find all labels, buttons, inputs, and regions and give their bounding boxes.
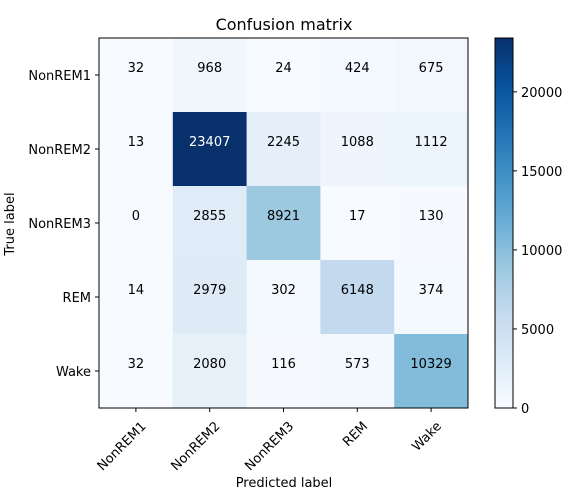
heatmap-cell	[394, 260, 469, 335]
heatmap-cell	[320, 112, 395, 187]
cell-value-label: 2245	[267, 135, 300, 150]
heatmap-cell	[172, 334, 248, 409]
cell-value-label: 424	[345, 61, 370, 76]
cell-value-label: 675	[419, 61, 444, 76]
y-tick-label: NonREM2	[28, 143, 91, 158]
heatmap-cell	[246, 112, 321, 187]
cell-value-label: 23407	[189, 135, 230, 150]
chart-title: Confusion matrix	[216, 15, 353, 34]
cell-value-label: 116	[271, 357, 296, 372]
colorbar-tick-label: 15000	[521, 165, 562, 180]
colorbar	[495, 38, 513, 408]
cell-value-label: 8921	[267, 209, 300, 224]
heatmap-cell	[394, 186, 469, 261]
cell-value-label: 374	[419, 283, 444, 298]
heatmap-cell	[320, 260, 395, 335]
cell-value-label: 17	[349, 209, 366, 224]
cell-value-label: 2080	[193, 357, 226, 372]
heatmap-cell	[394, 38, 469, 113]
heatmap-cell	[172, 186, 248, 261]
heatmap-cell	[394, 334, 469, 409]
heatmap-cell	[246, 334, 321, 409]
heatmap-cell	[99, 38, 174, 113]
y-tick-label: NonREM1	[28, 69, 91, 84]
cell-value-label: 1112	[415, 135, 448, 150]
cell-value-label: 302	[271, 283, 296, 298]
heatmap-cell	[394, 112, 469, 187]
heatmap-cell	[320, 334, 395, 409]
x-tick-label: NonREM1	[95, 419, 150, 474]
cell-value-label: 0	[132, 209, 140, 224]
x-tick-label: Wake	[409, 419, 444, 454]
cell-value-label: 10329	[410, 357, 451, 372]
cell-value-label: 573	[345, 357, 370, 372]
colorbar-frame	[494, 37, 514, 409]
cell-value-label: 24	[275, 61, 292, 76]
heatmap-cell	[99, 186, 174, 261]
cell-value-label: 2979	[193, 283, 226, 298]
cell-value-label: 2855	[193, 209, 226, 224]
colorbar-tick-label: 0	[521, 402, 529, 417]
cell-value-label: 32	[128, 357, 145, 372]
x-axis-label: Predicted label	[236, 476, 333, 491]
x-tick-label: NonREM3	[242, 419, 297, 474]
heatmap-cell	[99, 260, 174, 335]
colorbar-tick-label: 5000	[521, 323, 554, 338]
heatmap-cell	[172, 112, 248, 187]
cell-value-labels: 32 968 24 424 675 13 23407 2245 1088 1112 0 2855 892…	[128, 61, 452, 372]
colorbar-tick-label: 10000	[521, 244, 562, 259]
cell-value-label: 6148	[341, 283, 374, 298]
heatmap-cell	[320, 186, 395, 261]
cell-value-label: 130	[419, 209, 444, 224]
heatmap-cell	[99, 334, 174, 409]
y-tick-label: Wake	[56, 365, 91, 380]
x-tick-label: NonREM2	[169, 419, 224, 474]
colorbar-ticks: 0 5000 10000 15000 20000	[513, 86, 562, 417]
y-axis-label: True label	[3, 192, 18, 256]
heatmap-cell	[172, 38, 248, 113]
cell-value-label: 13	[128, 135, 145, 150]
heatmap-cell	[99, 112, 174, 187]
heatmap-cell	[246, 38, 321, 113]
cell-value-label: 14	[128, 283, 145, 298]
cell-value-label: 32	[128, 61, 145, 76]
heatmap-cell	[320, 38, 395, 113]
heatmap-cell	[172, 260, 248, 335]
cell-value-label: 1088	[341, 135, 374, 150]
heatmap-cell	[246, 260, 321, 335]
x-axis-ticks: NonREM1 NonREM2 NonREM3 REM Wake	[95, 408, 445, 474]
heatmap-cell	[246, 186, 321, 261]
heatmap-cells	[99, 38, 469, 409]
y-tick-label: REM	[63, 291, 91, 306]
colorbar-tick-label: 20000	[521, 86, 562, 101]
y-tick-label: NonREM3	[28, 217, 91, 232]
x-tick-label: REM	[340, 419, 371, 450]
cell-value-label: 968	[197, 61, 222, 76]
y-axis-ticks: NonREM1 NonREM2 NonREM3 REM Wake	[28, 69, 99, 380]
